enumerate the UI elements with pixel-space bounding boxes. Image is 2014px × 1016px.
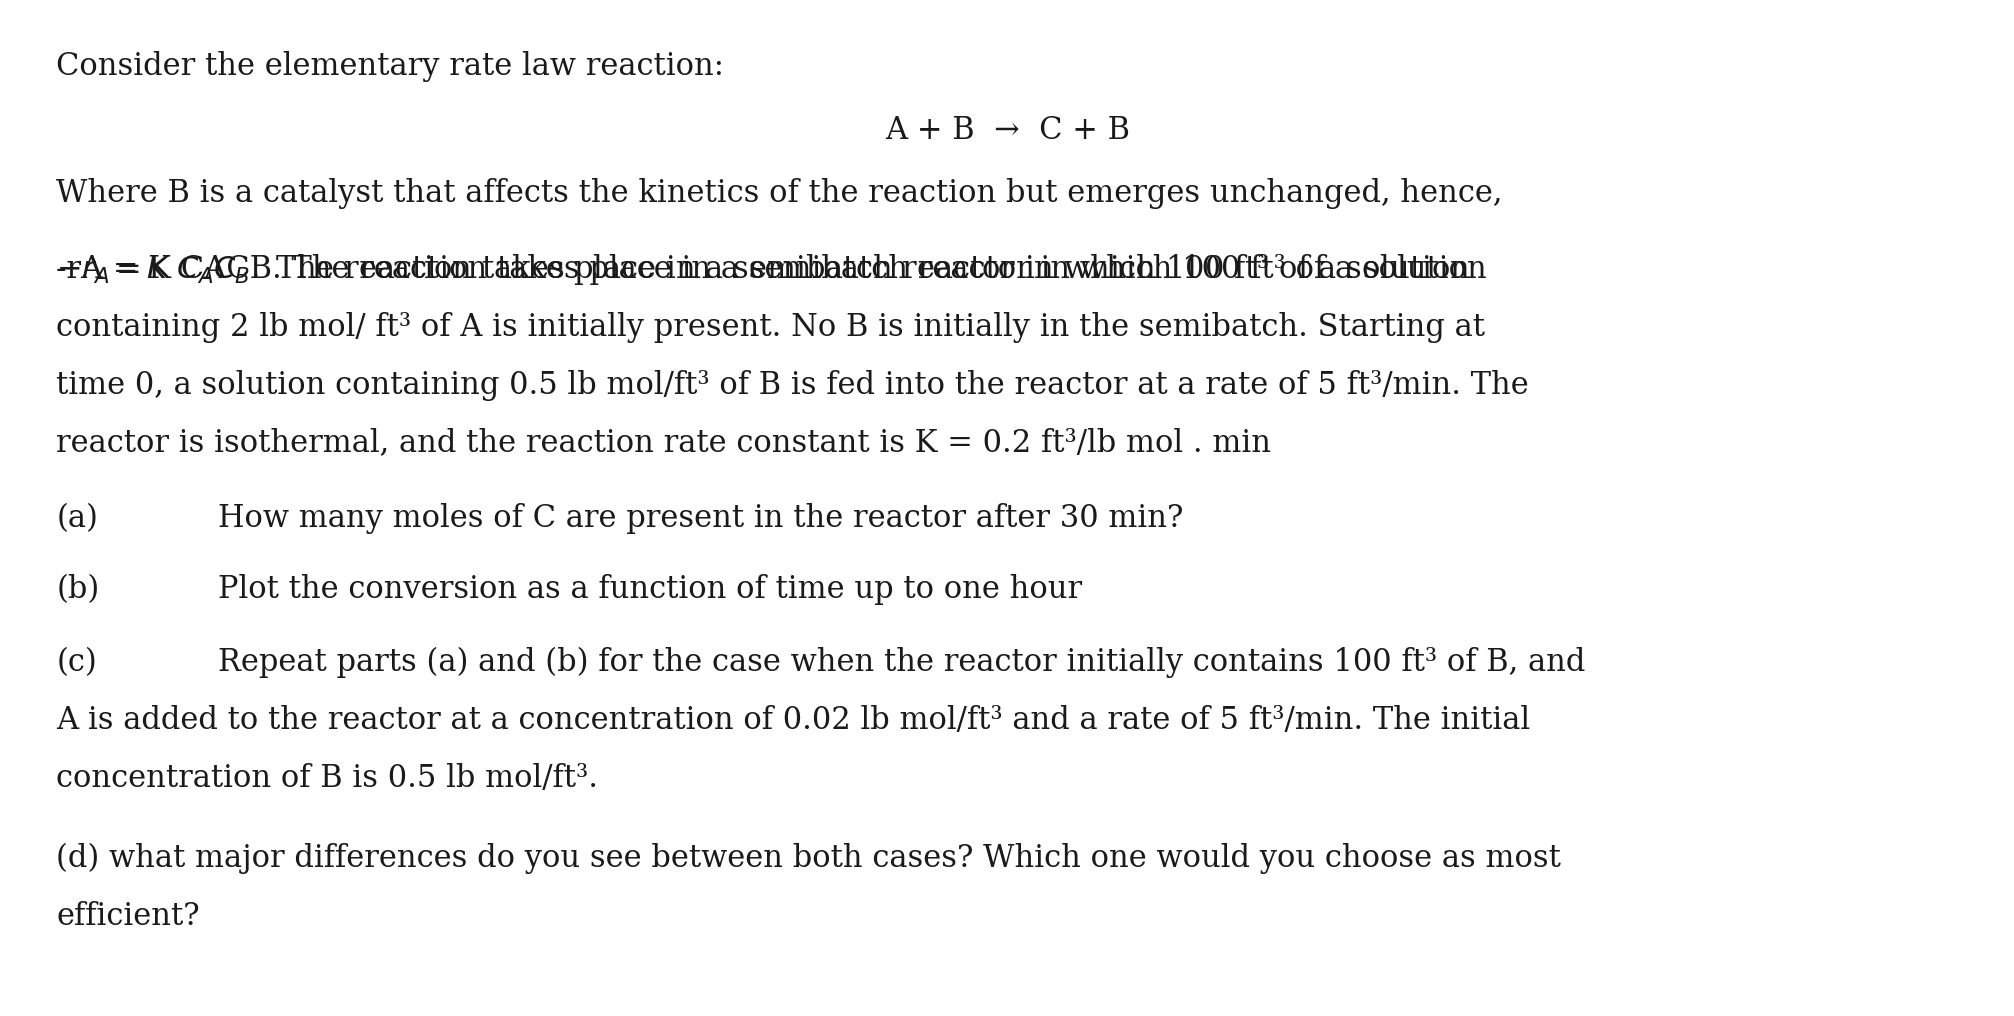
Text: Consider the elementary rate law reaction:: Consider the elementary rate law reactio… (56, 51, 725, 81)
Text: (a): (a) (56, 503, 99, 533)
Text: time 0, a solution containing 0.5 lb mol/ft³ of B is fed into the reactor at a r: time 0, a solution containing 0.5 lb mol… (56, 370, 1529, 400)
Text: Plot the conversion as a function of time up to one hour: Plot the conversion as a function of tim… (218, 574, 1082, 605)
Text: $-r_A = K\ C_AC_B.$ The reaction takes place in a semibatch reactor in which 100: $-r_A = K\ C_AC_B.$ The reaction takes p… (56, 252, 1470, 287)
Text: A is added to the reactor at a concentration of 0.02 lb mol/ft³ and a rate of 5 : A is added to the reactor at a concentra… (56, 705, 1531, 736)
Text: A + B  →  C + B: A + B → C + B (884, 115, 1130, 145)
Text: containing 2 lb mol/ ft³ of A is initially present. No B is initially in the sem: containing 2 lb mol/ ft³ of A is initial… (56, 312, 1484, 342)
Text: Where B is a catalyst that affects the kinetics of the reaction but emerges unch: Where B is a catalyst that affects the k… (56, 178, 1502, 208)
Text: (d) what major differences do you see between both cases? Which one would you ch: (d) what major differences do you see be… (56, 843, 1561, 874)
Text: concentration of B is 0.5 lb mol/ft³.: concentration of B is 0.5 lb mol/ft³. (56, 763, 598, 793)
Text: Repeat parts (a) and (b) for the case when the reactor initially contains 100 ft: Repeat parts (a) and (b) for the case wh… (218, 647, 1585, 678)
Text: efficient?: efficient? (56, 901, 199, 932)
Text: (b): (b) (56, 574, 99, 605)
Text: reactor is isothermal, and the reaction rate constant is K = 0.2 ft³/lb mol . mi: reactor is isothermal, and the reaction … (56, 428, 1271, 458)
Text: (c): (c) (56, 647, 97, 678)
Text: -rA = K CACB. The reaction takes place in a semibatch reactor in which 100 ft³ o: -rA = K CACB. The reaction takes place i… (56, 254, 1486, 284)
Text: How many moles of C are present in the reactor after 30 min?: How many moles of C are present in the r… (218, 503, 1182, 533)
